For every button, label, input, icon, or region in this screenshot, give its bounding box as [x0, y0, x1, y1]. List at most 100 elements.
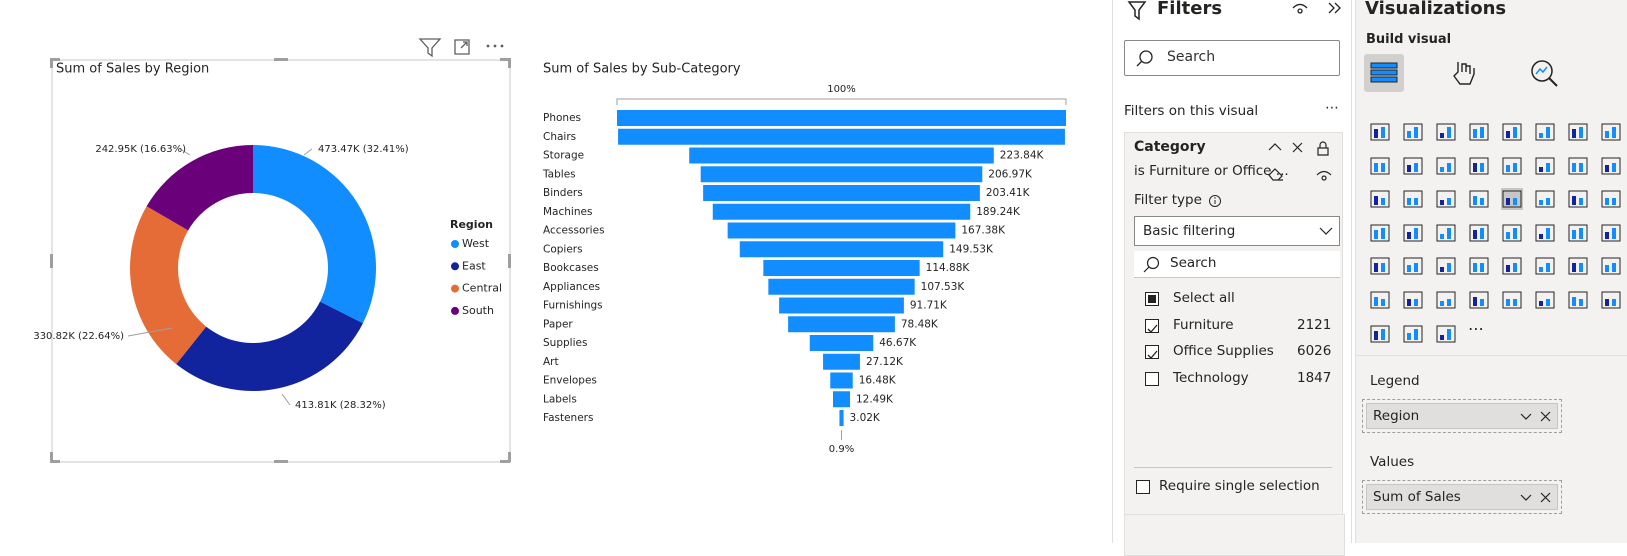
visual-type-icon[interactable] — [1567, 188, 1589, 210]
icon-accent — [1605, 164, 1609, 172]
visual-type-icon[interactable] — [1435, 323, 1457, 345]
icon-glyph — [1469, 291, 1489, 309]
checkbox[interactable] — [1145, 292, 1159, 306]
visual-type-icon[interactable] — [1435, 121, 1457, 143]
visual-type-icon[interactable] — [1435, 222, 1457, 244]
visual-type-icon[interactable] — [1402, 289, 1424, 311]
icon-frame — [1502, 224, 1522, 242]
visual-type-icon[interactable] — [1402, 155, 1424, 177]
visual-type-icon[interactable] — [1369, 289, 1391, 311]
data-label: 12.49K — [856, 393, 894, 405]
visual-type-icon[interactable] — [1501, 188, 1523, 211]
pill-controls[interactable] — [1519, 410, 1555, 424]
icon-glyph — [1370, 291, 1390, 309]
icon-glyph — [1370, 257, 1390, 275]
visual-type-icon[interactable] — [1369, 188, 1391, 210]
pane-controls[interactable] — [1289, 0, 1349, 18]
visual-type-icon[interactable] — [1369, 255, 1391, 277]
single-select-checkbox[interactable] — [1136, 480, 1150, 494]
filters-search-box[interactable]: Search — [1124, 40, 1340, 76]
icon-accent — [1407, 265, 1411, 273]
visual-type-icon[interactable] — [1600, 188, 1622, 210]
visual-type-icon[interactable] — [1501, 222, 1523, 244]
visual-type-icon[interactable] — [1534, 289, 1556, 311]
funnel-bar — [712, 203, 971, 220]
visual-type-icon[interactable] — [1501, 155, 1523, 177]
visual-type-icon[interactable] — [1369, 121, 1391, 143]
info-icon[interactable] — [1208, 194, 1222, 208]
visual-type-icon[interactable] — [1501, 289, 1523, 311]
visual-type-icon[interactable] — [1369, 155, 1391, 177]
field-pill[interactable]: Sum of Sales — [1366, 484, 1558, 510]
visual-type-icon[interactable] — [1534, 255, 1556, 277]
visual-type-icon[interactable] — [1402, 323, 1424, 345]
visual-type-icon[interactable] — [1402, 222, 1424, 244]
visual-type-icon[interactable] — [1402, 255, 1424, 277]
more-options-icon[interactable] — [486, 44, 504, 48]
field-pill[interactable]: Region — [1366, 403, 1558, 429]
icon-frame — [1403, 224, 1423, 242]
visual-type-icon[interactable] — [1600, 222, 1622, 244]
visual-type-icon[interactable] — [1435, 188, 1457, 210]
icon-accent — [1414, 198, 1418, 206]
icon-frame — [1568, 291, 1588, 309]
visual-type-icon[interactable] — [1468, 121, 1490, 143]
visual-type-icon[interactable] — [1468, 188, 1490, 210]
visual-type-icon[interactable] — [1468, 289, 1490, 311]
checkbox[interactable] — [1145, 318, 1159, 333]
visual-type-icon[interactable] — [1600, 121, 1622, 143]
visual-type-icon[interactable] — [1534, 121, 1556, 143]
visual-type-icon[interactable] — [1600, 289, 1622, 311]
visual-type-icon[interactable] — [1402, 121, 1424, 143]
visual-type-icon[interactable] — [1567, 121, 1589, 143]
visual-type-icon[interactable] — [1501, 255, 1523, 277]
visual-type-icon[interactable] — [1468, 155, 1490, 177]
visual-type-icon[interactable] — [1534, 155, 1556, 177]
icon-glyph — [1436, 257, 1456, 275]
visual-type-icon[interactable] — [1567, 222, 1589, 244]
icon-frame — [1502, 190, 1522, 208]
visual-type-icon[interactable] — [1435, 255, 1457, 277]
data-label: 78.48K — [901, 318, 939, 330]
visual-type-icon[interactable] — [1435, 155, 1457, 177]
visual-type-icon[interactable] — [1600, 155, 1622, 177]
icon-accent — [1407, 164, 1411, 172]
checkbox[interactable] — [1145, 372, 1159, 387]
build-visual-tab[interactable] — [1364, 54, 1404, 92]
visual-type-icon[interactable] — [1402, 188, 1424, 210]
icon-glyph — [1403, 224, 1423, 242]
visual-frame — [51, 59, 511, 463]
analytics-tab[interactable] — [1528, 58, 1560, 90]
visual-type-icon[interactable] — [1435, 289, 1457, 311]
visual-type-icon[interactable] — [1534, 188, 1556, 210]
pill-controls[interactable] — [1519, 491, 1555, 505]
visual-type-icon[interactable] — [1567, 155, 1589, 177]
icon-frame — [1370, 123, 1390, 141]
visual-type-icon[interactable] — [1468, 222, 1490, 244]
card-search[interactable]: Search — [1134, 251, 1340, 278]
visual-type-icon[interactable] — [1600, 255, 1622, 277]
visual-type-icon[interactable] — [1369, 323, 1391, 345]
icon-accent — [1381, 162, 1385, 172]
visual-type-icon[interactable] — [1567, 255, 1589, 277]
visual-type-icon[interactable] — [1534, 222, 1556, 244]
more-visuals[interactable]: ⋯ — [1468, 319, 1484, 338]
section-more[interactable]: ⋯ — [1325, 100, 1339, 116]
focus-mode-icon[interactable] — [454, 39, 470, 55]
filter-type-dropdown[interactable]: Basic filtering — [1134, 216, 1340, 246]
top-bracket — [616, 98, 1067, 105]
checkbox[interactable] — [1145, 345, 1159, 360]
icon-glyph — [1535, 257, 1555, 275]
icon-accent — [1546, 127, 1550, 138]
visual-type-icon[interactable] — [1369, 222, 1391, 244]
icon-accent — [1407, 299, 1411, 306]
visual-type-icon[interactable] — [1567, 289, 1589, 311]
icon-glyph — [1601, 190, 1621, 208]
visual-type-icon[interactable] — [1501, 121, 1523, 143]
card-controls[interactable] — [1265, 139, 1341, 185]
format-visual-tab[interactable] — [1450, 58, 1480, 88]
funnel-bar — [703, 185, 980, 201]
category-label: Labels — [543, 393, 577, 405]
filter-icon[interactable] — [418, 38, 442, 58]
visual-type-icon[interactable] — [1468, 255, 1490, 277]
